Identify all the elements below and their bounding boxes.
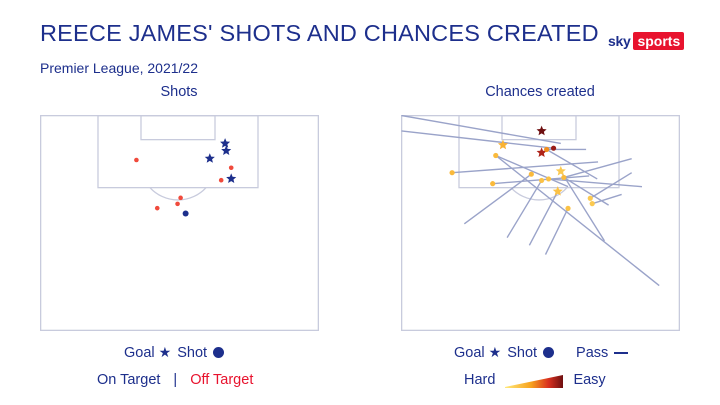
- pass-line: [591, 193, 622, 205]
- legend-circle-icon: [543, 347, 555, 358]
- chance-goal-star: [536, 147, 547, 157]
- pass-line: [546, 148, 598, 180]
- pass-line: [563, 176, 609, 206]
- legend-hard-label: Hard: [464, 372, 496, 388]
- pitch-boundary: [40, 115, 319, 331]
- legend-shot-label: Shot: [507, 344, 538, 361]
- chance-shot-point: [565, 205, 571, 211]
- chances-legend-difficulty: Hard Easy: [464, 372, 606, 388]
- pass-line: [495, 154, 569, 188]
- chance-shot-point: [493, 152, 499, 159]
- six-yard-box: [140, 115, 216, 141]
- legend-shot-label: Shot: [177, 344, 208, 361]
- chance-goal-star: [497, 139, 509, 150]
- chance-goal-star: [552, 186, 563, 196]
- chance-shot-point: [490, 181, 496, 187]
- legend-pass-label: Pass: [576, 344, 609, 361]
- chances-panel-title: Chances created: [485, 84, 595, 100]
- chance-shot-point: [544, 146, 550, 153]
- legend-star-icon: ★: [158, 344, 172, 360]
- penalty-box: [97, 115, 259, 189]
- shot-point: [178, 195, 183, 201]
- shot-point: [182, 210, 189, 217]
- shot-point: [228, 165, 234, 171]
- penalty-arc: [149, 187, 207, 201]
- shots-legend-markers: Goal ★ Shot: [124, 344, 225, 361]
- shots-legend-target: On Target | Off Target: [97, 372, 253, 388]
- chance-goal-star: [536, 125, 547, 136]
- chances-pitch-chart: [401, 115, 680, 331]
- pass-line: [544, 208, 569, 255]
- chance-shot-point: [589, 201, 595, 207]
- chance-goal-star: [555, 165, 566, 176]
- pass-line: [548, 178, 643, 188]
- pass-line: [463, 173, 532, 225]
- pass-line: [506, 180, 543, 238]
- six-yard-box: [501, 115, 577, 141]
- shot-point: [218, 177, 224, 183]
- chance-shot-point: [545, 176, 552, 182]
- pass-line: [589, 172, 633, 199]
- shot-goal-star: [221, 145, 232, 156]
- legend-star-icon: ★: [488, 344, 502, 360]
- pass-line: [401, 130, 554, 149]
- chance-shot-point: [550, 145, 557, 151]
- shots-pitch-chart: [40, 115, 319, 331]
- legend-line-icon: [614, 351, 629, 354]
- shot-point: [154, 205, 160, 211]
- legend-goal-label: Goal: [454, 344, 485, 361]
- pitch-markings: [40, 115, 319, 331]
- pass-line: [495, 154, 660, 287]
- legend-easy-label: Easy: [573, 372, 606, 388]
- chance-shot-point: [528, 171, 534, 177]
- penalty-arc: [510, 187, 568, 201]
- legend-on-target-label: On Target: [97, 372, 161, 388]
- difficulty-gradient-icon: [505, 375, 564, 388]
- legend-off-target-label: Off Target: [190, 372, 254, 388]
- sky-sports-logo: sky sports: [608, 32, 685, 50]
- chance-shot-point: [539, 177, 545, 184]
- shots-panel-title: Shots: [160, 84, 198, 100]
- pitch-markings: [401, 115, 680, 331]
- logo-sports-badge: sports: [633, 32, 685, 50]
- logo-sky-text: sky: [608, 33, 631, 49]
- pass-line: [401, 115, 561, 145]
- shot-goal-star: [204, 153, 215, 163]
- chance-shot-point: [587, 195, 593, 201]
- chances-legend-markers: Goal ★ Shot Pass: [454, 344, 629, 361]
- shot-point: [175, 201, 180, 207]
- pass-line: [563, 158, 632, 179]
- legend-circle-icon: [213, 347, 225, 358]
- shot-goal-star: [220, 138, 231, 148]
- chance-shot-point: [561, 174, 567, 181]
- page-subtitle: Premier League, 2021/22: [40, 60, 198, 76]
- legend-separator: |: [173, 372, 178, 388]
- shot-point: [134, 157, 139, 163]
- chance-shot-point: [449, 170, 455, 176]
- shot-goal-star: [226, 173, 237, 183]
- pass-line: [560, 170, 606, 242]
- pass-line: [452, 161, 599, 174]
- page-title: REECE JAMES' SHOTS AND CHANCES CREATED: [40, 20, 599, 46]
- legend-goal-label: Goal: [124, 344, 155, 361]
